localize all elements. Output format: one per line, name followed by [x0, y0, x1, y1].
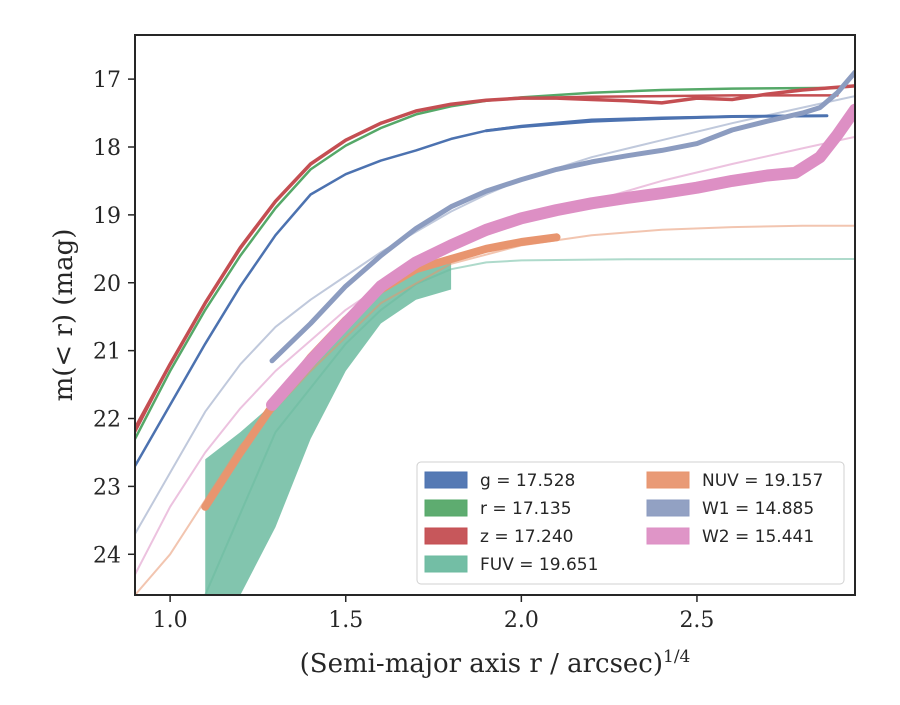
y-axis-label: m(< r) (mag) [49, 229, 79, 402]
legend-swatch-w2 [646, 527, 690, 545]
band-fuv [205, 255, 452, 595]
plot-frame [134, 34, 856, 596]
legend-swatch-r [424, 499, 468, 517]
y-ticks: 17 18 19 20 21 22 23 24 [93, 68, 135, 568]
y-tick-label: 19 [93, 204, 121, 229]
series-g-model [135, 114, 829, 468]
legend-swatch-w1 [646, 499, 690, 517]
series-w2 [266, 103, 855, 411]
legend-swatch-nuv [646, 471, 690, 489]
legend-label-w2: W2 = 15.441 [702, 527, 814, 547]
legend-label-r: r = 17.135 [480, 499, 572, 519]
band-layer [205, 255, 452, 595]
x-tick-label: 2.5 [679, 608, 714, 633]
y-tick-label: 20 [93, 272, 121, 297]
x-ticks: 1.0 1.5 2.0 2.5 [153, 595, 714, 633]
legend-label-nuv: NUV = 19.157 [702, 471, 823, 491]
legend-label-fuv: FUV = 19.651 [480, 555, 598, 575]
legend-label-w1: W1 = 14.885 [702, 499, 814, 519]
legend-label-z: z = 17.240 [480, 527, 573, 547]
legend-box [416, 461, 845, 585]
series-z [135, 84, 855, 431]
legend-label-g: g = 17.528 [480, 471, 575, 491]
y-tick-label: 21 [93, 340, 121, 365]
legend: g = 17.528 r = 17.135 z = 17.240 FUV = 19.6… [416, 461, 845, 585]
series-r-model [135, 86, 839, 441]
y-tick-label: 22 [93, 408, 121, 433]
x-axis-label-exponent: 1/4 [663, 647, 690, 667]
series-fuv-model [204, 258, 855, 595]
y-tick-label: 17 [93, 68, 121, 93]
y-tick-label: 24 [93, 543, 121, 568]
y-tick-label: 23 [93, 475, 121, 500]
x-axis-label: (Semi-major axis r / arcsec)1/4 [300, 647, 691, 679]
series-g [484, 114, 829, 133]
legend-swatch-z [424, 527, 468, 545]
x-tick-label: 1.5 [328, 608, 363, 633]
x-tick-label: 1.0 [153, 608, 188, 633]
x-tick-label: 2.0 [504, 608, 539, 633]
legend-swatch-g [424, 471, 468, 489]
series-w1 [269, 69, 855, 364]
series-w1-model [135, 95, 855, 535]
y-tick-label: 18 [93, 136, 121, 161]
legend-swatch-fuv [424, 555, 468, 573]
series-z-model [135, 94, 839, 434]
data-layer [135, 69, 855, 511]
